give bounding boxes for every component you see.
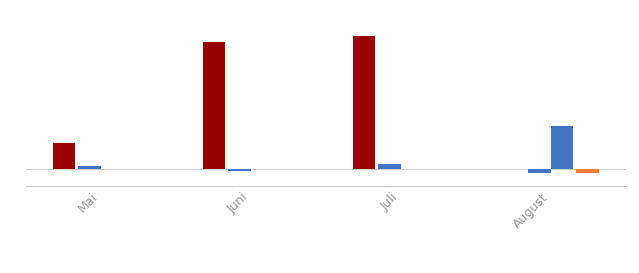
Bar: [551, 126, 573, 169]
Bar: [203, 42, 226, 169]
Bar: [576, 169, 599, 173]
Bar: [353, 36, 375, 169]
Bar: [53, 143, 75, 169]
Bar: [228, 169, 251, 171]
Bar: [79, 165, 101, 169]
Bar: [378, 164, 401, 169]
Bar: [528, 169, 551, 173]
